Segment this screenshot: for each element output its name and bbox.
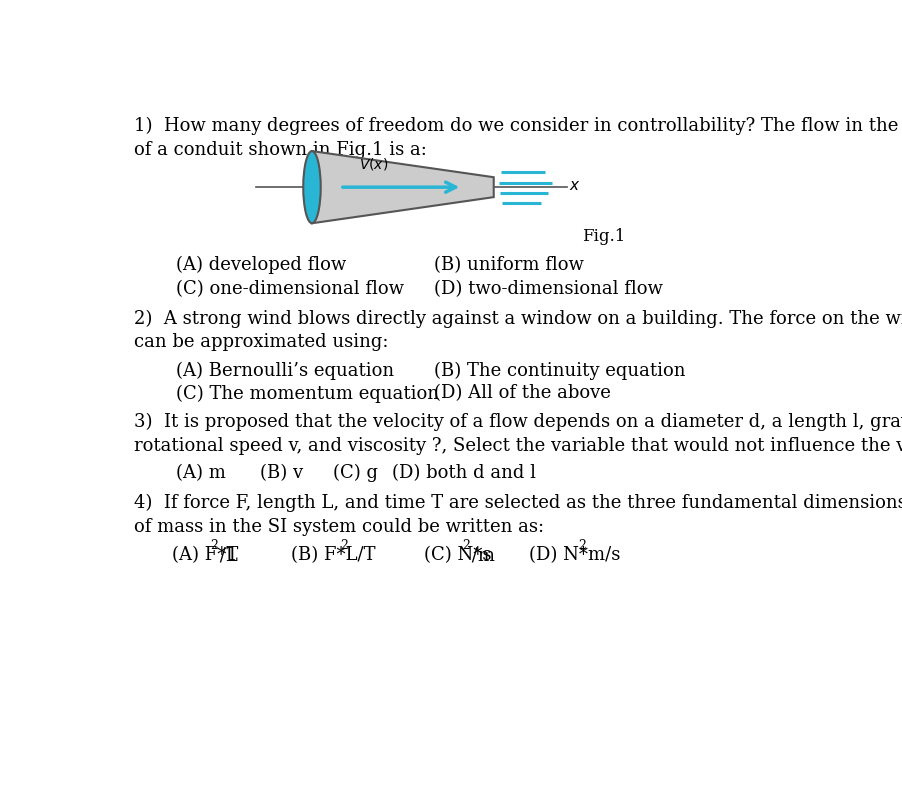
- Text: 2: 2: [340, 539, 348, 552]
- Text: of a conduit shown in Fig.1 is a:: of a conduit shown in Fig.1 is a:: [133, 141, 427, 158]
- Text: (B) The continuity equation: (B) The continuity equation: [435, 361, 686, 380]
- Text: (A) developed flow: (A) developed flow: [176, 255, 345, 274]
- Text: $V(x)$: $V(x)$: [359, 156, 388, 172]
- Text: (D) both d and l: (D) both d and l: [392, 464, 537, 482]
- Text: 2: 2: [462, 539, 470, 552]
- Text: (B) F*L/T: (B) F*L/T: [291, 546, 375, 564]
- Text: (D) All of the above: (D) All of the above: [435, 385, 612, 402]
- Text: 2)  A strong wind blows directly against a window on a building. The force on th: 2) A strong wind blows directly against …: [133, 309, 902, 328]
- Text: /L: /L: [214, 546, 238, 564]
- Text: 3)  It is proposed that the velocity of a flow depends on a diameter d, a length: 3) It is proposed that the velocity of a…: [133, 413, 902, 431]
- Ellipse shape: [303, 151, 321, 223]
- Text: $x$: $x$: [569, 179, 581, 193]
- Text: can be approximated using:: can be approximated using:: [133, 334, 388, 351]
- Text: 4)  If force F, length L, and time T are selected as the three fundamental dimen: 4) If force F, length L, and time T are …: [133, 494, 902, 512]
- Text: (B) v: (B) v: [260, 464, 303, 482]
- Text: (B) uniform flow: (B) uniform flow: [435, 255, 584, 274]
- Text: 2: 2: [578, 539, 585, 552]
- Text: 2: 2: [210, 539, 218, 552]
- Polygon shape: [312, 151, 493, 223]
- Text: of mass in the SI system could be written as:: of mass in the SI system could be writte…: [133, 518, 544, 536]
- Text: (A) F*T: (A) F*T: [172, 546, 238, 564]
- Text: rotational speed v, and viscosity ?, Select the variable that would not influenc: rotational speed v, and viscosity ?, Sel…: [133, 436, 902, 455]
- Text: /m: /m: [465, 546, 495, 564]
- Text: (D) two-dimensional flow: (D) two-dimensional flow: [435, 280, 663, 298]
- Text: (C) N*s: (C) N*s: [424, 546, 492, 564]
- Text: (C) The momentum equation: (C) The momentum equation: [176, 385, 438, 402]
- Text: (A) m: (A) m: [176, 464, 226, 482]
- Text: 1)  How many degrees of freedom do we consider in controllability? The flow in t: 1) How many degrees of freedom do we con…: [133, 117, 902, 135]
- Text: (C) g: (C) g: [333, 464, 378, 482]
- Text: Fig.1: Fig.1: [583, 228, 626, 245]
- Text: (D) N*m/s: (D) N*m/s: [529, 546, 620, 564]
- Text: (C) one-dimensional flow: (C) one-dimensional flow: [176, 280, 404, 298]
- Text: (A) Bernoulli’s equation: (A) Bernoulli’s equation: [176, 361, 394, 380]
